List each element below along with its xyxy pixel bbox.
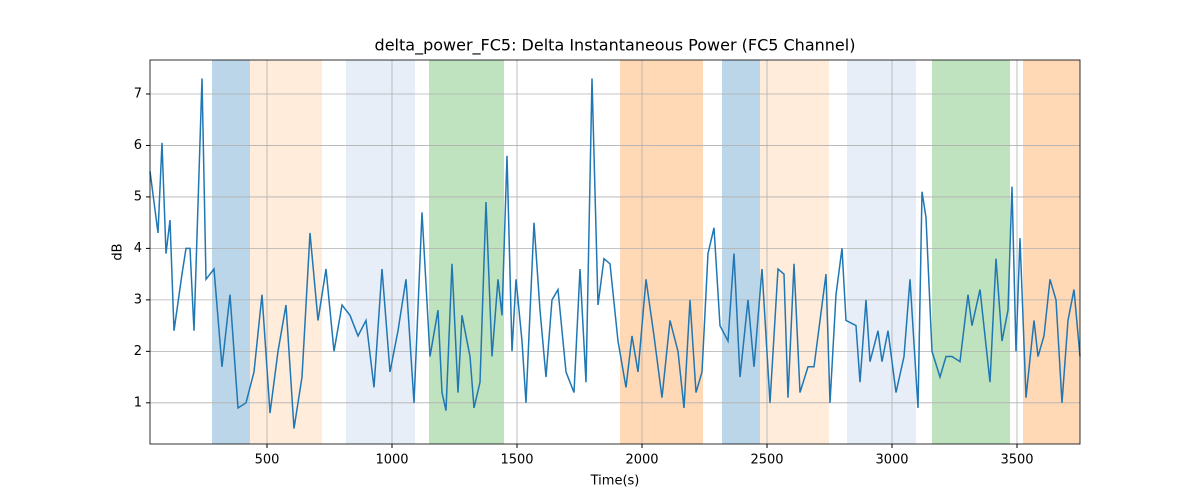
y-tick-label: 1 bbox=[134, 395, 142, 410]
y-tick-label: 3 bbox=[134, 292, 142, 307]
highlight-span bbox=[932, 60, 1010, 444]
x-tick-label: 500 bbox=[255, 453, 280, 468]
x-tick-label: 2000 bbox=[625, 453, 658, 468]
y-axis-label: dB bbox=[111, 243, 126, 260]
highlight-span bbox=[620, 60, 703, 444]
highlight-span bbox=[429, 60, 504, 444]
x-tick-label: 1500 bbox=[500, 453, 533, 468]
data-line bbox=[149, 78, 1081, 429]
highlight-span bbox=[212, 60, 250, 444]
x-tick-label: 1000 bbox=[375, 453, 408, 468]
highlight-span bbox=[722, 60, 760, 444]
highlight-span bbox=[250, 60, 322, 444]
x-tick-label: 3000 bbox=[875, 453, 908, 468]
highlight-span bbox=[847, 60, 916, 444]
x-tick-label: 3500 bbox=[1000, 453, 1033, 468]
highlight-span bbox=[346, 60, 415, 444]
x-axis-label: Time(s) bbox=[590, 474, 640, 489]
y-tick-label: 6 bbox=[134, 138, 142, 153]
y-tick-label: 7 bbox=[134, 86, 142, 101]
highlight-span bbox=[1023, 60, 1080, 444]
plot-frame bbox=[149, 59, 1081, 445]
y-tick-label: 4 bbox=[134, 241, 142, 256]
chart-title: delta_power_FC5: Delta Instantaneous Pow… bbox=[375, 36, 856, 56]
y-tick-label: 5 bbox=[134, 189, 142, 204]
y-tick-label: 2 bbox=[134, 344, 142, 359]
x-tick-label: 2500 bbox=[750, 453, 783, 468]
